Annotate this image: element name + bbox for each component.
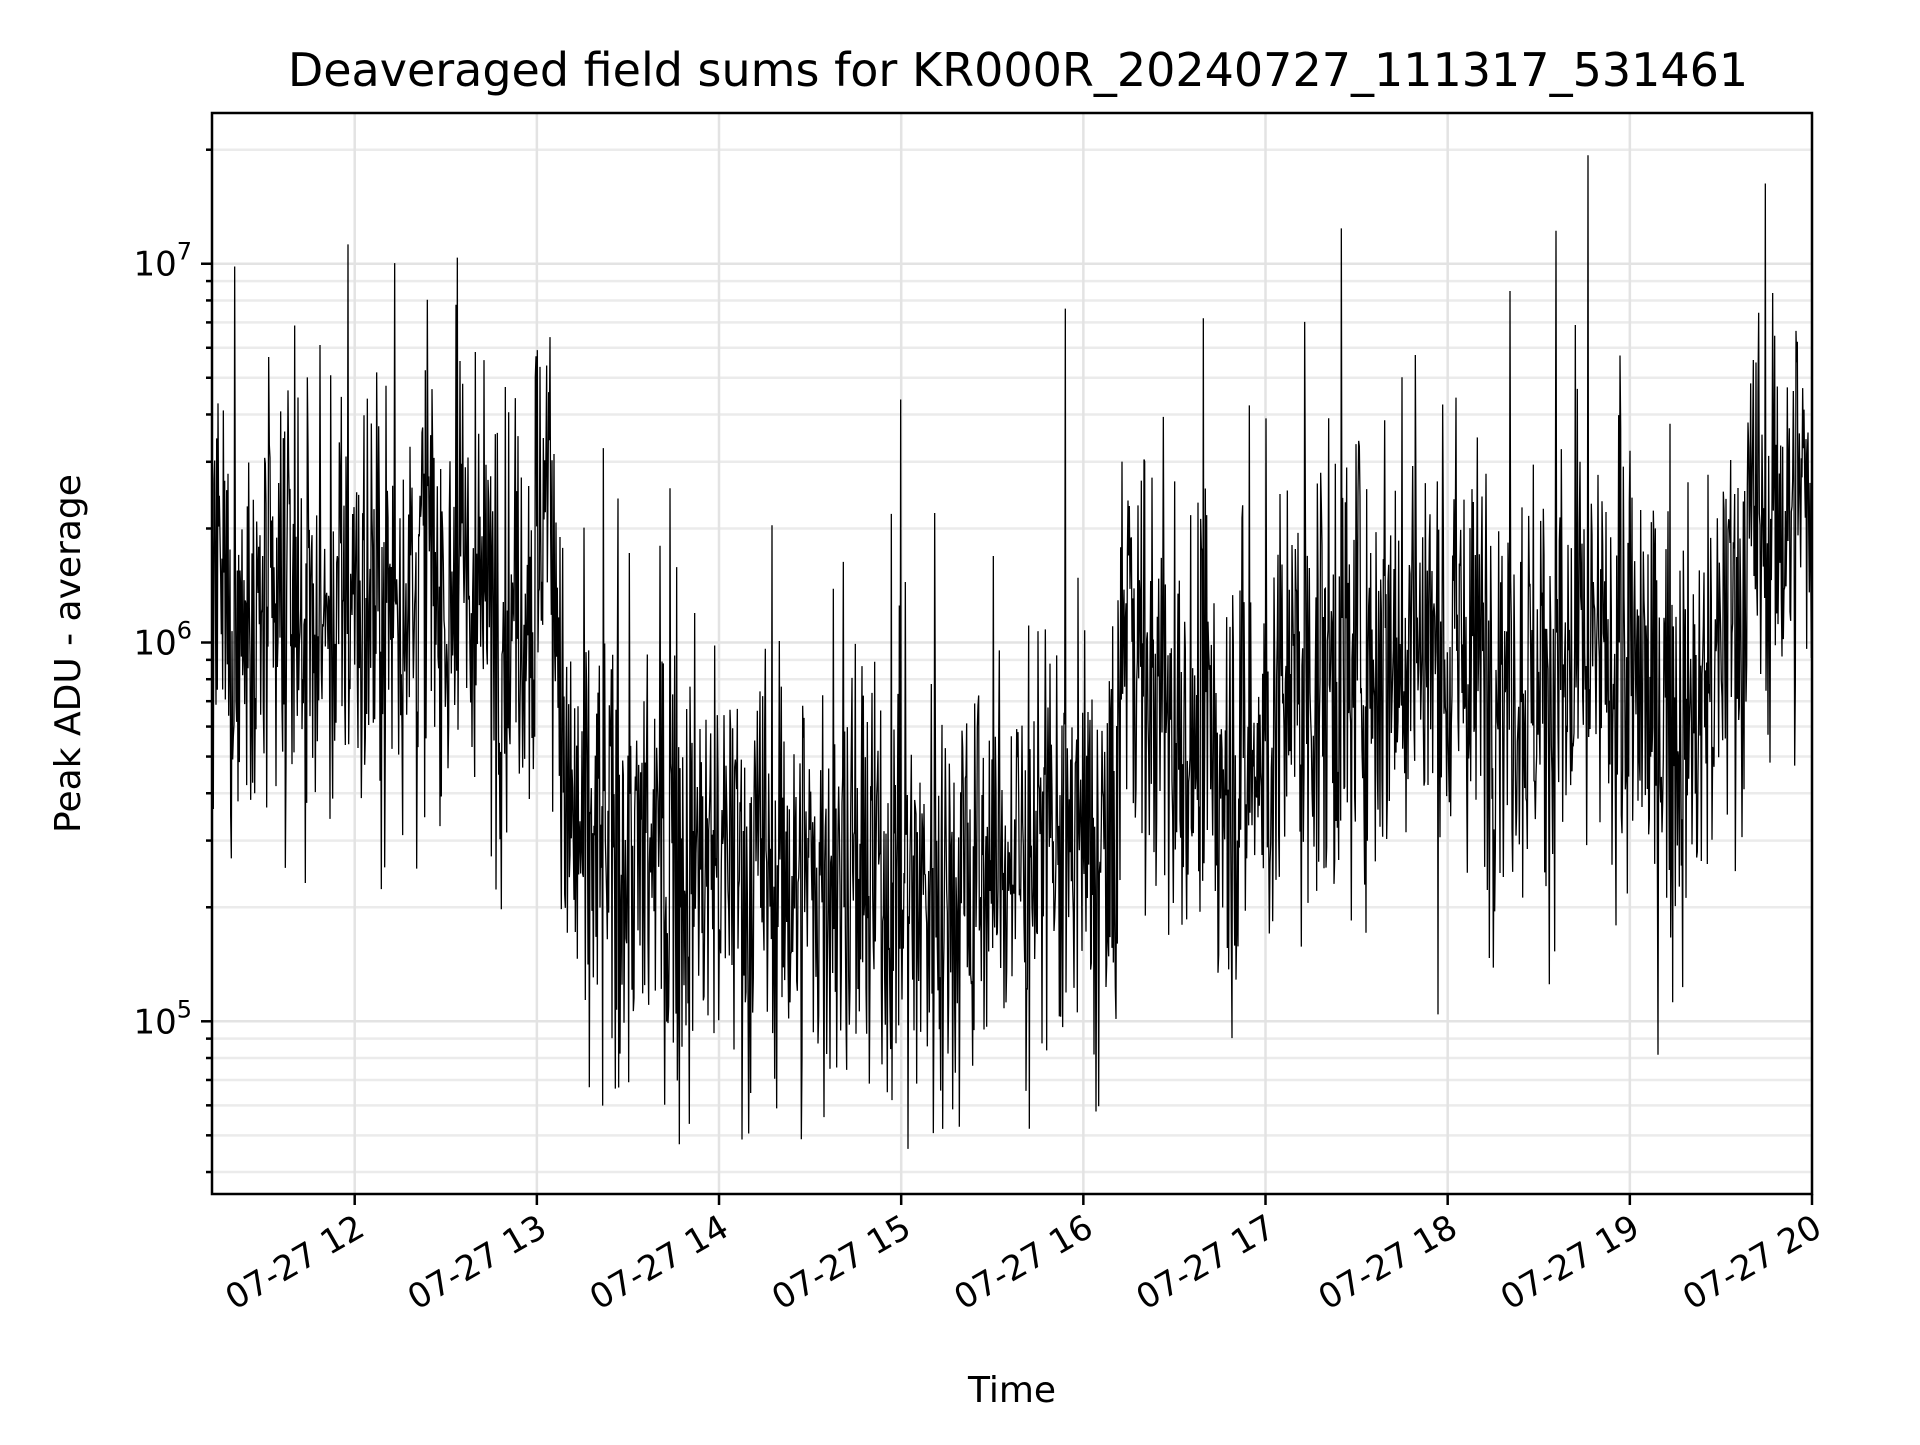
y-tick-label: 106 [133,617,192,664]
y-axis-label: Peak ADU - average [48,474,89,833]
x-tick-label: 07-27 14 [583,1207,735,1318]
chart-title: Deaveraged field sums for KR000R_2024072… [288,43,1748,97]
series-line [211,155,1813,1149]
plot-frame [210,111,1814,1196]
x-tick-label: 07-27 18 [1312,1207,1464,1318]
x-axis-label: Time [967,1370,1056,1411]
x-tick-label: 07-27 19 [1494,1207,1646,1318]
series-layer [211,155,1813,1149]
x-tick-label: 07-27 20 [1676,1207,1828,1318]
x-tick-label: 07-27 13 [401,1207,553,1318]
x-tick-label: 07-27 12 [219,1207,371,1318]
y-tick-label: 105 [133,995,192,1042]
x-tick-label: 07-27 16 [947,1207,1099,1318]
x-tick-label: 07-27 15 [765,1207,917,1318]
y-tick-label: 107 [133,238,192,285]
x-tick-label: 07-27 17 [1130,1207,1282,1318]
